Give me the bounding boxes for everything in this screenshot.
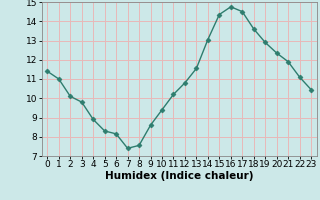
X-axis label: Humidex (Indice chaleur): Humidex (Indice chaleur) xyxy=(105,171,253,181)
